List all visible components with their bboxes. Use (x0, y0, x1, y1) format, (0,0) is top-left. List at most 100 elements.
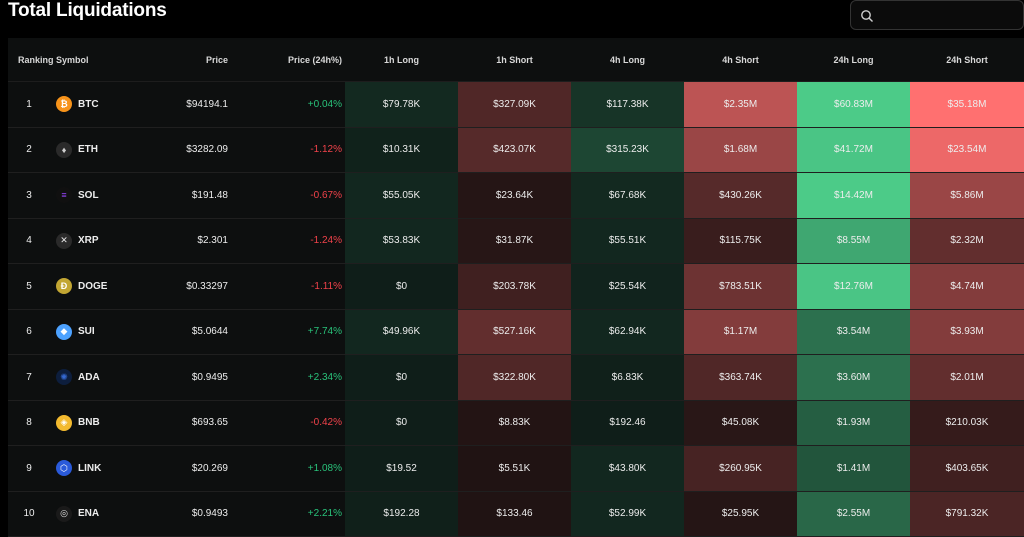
header-4h-long[interactable]: 4h Long (610, 55, 645, 65)
change-cell: -0.42% (310, 417, 342, 429)
h24-long-heat-cell (797, 264, 910, 309)
h4-long-heat-cell (571, 127, 684, 172)
table-row[interactable]: 5 Ð DOGE $0.33297 -1.11% $0 $203.78K $25.54K $78… (8, 264, 1024, 310)
h24-long-cell: $14.42M (834, 189, 873, 201)
h24-short-cell: $210.03K (945, 417, 989, 429)
h24-long-cell: $41.72M (834, 144, 873, 156)
h24-long-heat-cell (797, 309, 910, 354)
rank-cell: 10 (23, 508, 35, 520)
table-row[interactable]: 7 ✺ ADA $0.9495 +2.34% $0 $322.80K $6.83K $363.7… (8, 355, 1024, 401)
h4-short-heat-cell (684, 218, 797, 263)
h24-short-cell: $403.65K (945, 462, 989, 474)
h24-long-cell: $3.60M (836, 371, 871, 383)
h24-short-cell: $4.74M (950, 280, 984, 292)
ada-icon: ✺ (56, 369, 72, 386)
header-1h-long[interactable]: 1h Long (384, 55, 419, 65)
h1-long-cell: $10.31K (382, 144, 421, 156)
h1-short-heat-cell (458, 309, 571, 354)
h24-short-cell: $791.32K (945, 508, 989, 520)
h1-short-heat-cell (458, 264, 571, 309)
change-cell: +2.34% (307, 371, 342, 383)
header-change[interactable]: Price (24h%) (287, 55, 342, 65)
sol-icon: ≡ (56, 187, 72, 204)
h1-long-heat-cell (345, 82, 458, 127)
h1-short-cell: $5.51K (498, 462, 531, 474)
h24-short-cell: $23.54M (947, 144, 987, 156)
symbol-label: XRP (78, 235, 99, 247)
h4-short-cell: $783.51K (719, 280, 762, 292)
h4-long-cell: $6.83K (611, 371, 644, 383)
rank-cell: 9 (26, 462, 32, 474)
symbol-cell[interactable]: ₿ BTC (56, 82, 99, 127)
h4-short-heat-cell (684, 127, 797, 172)
h4-long-cell: $67.68K (608, 189, 647, 201)
h1-short-heat-cell (458, 218, 571, 263)
h4-short-cell: $363.74K (719, 371, 762, 383)
h4-long-heat-cell (571, 491, 684, 536)
symbol-cell[interactable]: ✕ XRP (56, 219, 99, 264)
h1-short-cell: $23.64K (495, 189, 534, 201)
h4-short-heat-cell (684, 355, 797, 400)
h1-long-heat-cell (345, 491, 458, 536)
search-input[interactable] (850, 0, 1024, 30)
h24-short-cell: $5.86M (950, 189, 984, 201)
symbol-cell[interactable]: ≡ SOL (56, 173, 99, 218)
bnb-icon: ◈ (56, 414, 72, 431)
h4-long-heat-cell (571, 218, 684, 263)
price-cell: $20.269 (191, 462, 228, 474)
table-row[interactable]: 10 ◎ ENA $0.9493 +2.21% $192.28 $133.46 $52.99K… (8, 491, 1024, 537)
h4-short-cell: $45.08K (721, 417, 760, 429)
header-symbol[interactable]: Symbol (56, 55, 89, 65)
h1-long-cell: $0 (395, 417, 408, 429)
change-cell: -1.24% (310, 235, 342, 247)
h24-short-heat-cell (910, 173, 1024, 218)
h24-short-cell: $3.93M (950, 326, 984, 338)
h1-long-heat-cell (345, 173, 458, 218)
h24-long-heat-cell (797, 82, 910, 127)
header-price[interactable]: Price (205, 55, 228, 65)
rank-cell: 1 (26, 98, 32, 110)
table-row[interactable]: 4 ✕ XRP $2.301 -1.24% $53.83K $31.87K $55.51K $1… (8, 218, 1024, 264)
symbol-cell[interactable]: ♦ ETH (56, 128, 98, 173)
h4-short-heat-cell (684, 446, 797, 491)
table-row[interactable]: 8 ◈ BNB $693.65 -0.42% $0 $8.83K $192.46 $45.08K… (8, 400, 1024, 446)
symbol-cell[interactable]: ⬡ LINK (56, 446, 101, 491)
h1-short-heat-cell (458, 82, 571, 127)
header-24h-long[interactable]: 24h Long (833, 55, 874, 65)
xrp-icon: ✕ (56, 232, 72, 249)
price-cell: $0.33297 (186, 280, 228, 292)
h4-short-cell: $1.17M (723, 326, 758, 338)
header-1h-short[interactable]: 1h Short (496, 55, 533, 65)
header-ranking[interactable]: Ranking (18, 55, 54, 65)
change-cell: -0.67% (310, 189, 342, 201)
h24-short-cell: $35.18M (947, 98, 987, 110)
h24-short-heat-cell (910, 218, 1024, 263)
table-row[interactable]: 3 ≡ SOL $191.48 -0.67% $55.05K $23.64K $67.68K $… (8, 173, 1024, 219)
symbol-label: SOL (78, 189, 99, 201)
table-row[interactable]: 6 ◆ SUI $5.0644 +7.74% $49.96K $527.16K $62.94K… (8, 309, 1024, 355)
change-cell: +2.21% (307, 508, 342, 520)
symbol-cell[interactable]: Ð DOGE (56, 264, 107, 309)
h1-short-cell: $8.83K (498, 417, 531, 429)
table-row[interactable]: 1 ₿ BTC $94194.1 +0.04% $79.78K $327.09K $117.3… (8, 82, 1024, 128)
h4-long-heat-cell (571, 264, 684, 309)
table-row[interactable]: 9 ⬡ LINK $20.269 +1.08% $19.52 $5.51K $43.80K $2… (8, 446, 1024, 492)
h24-long-cell: $1.93M (836, 417, 871, 429)
table-row[interactable]: 2 ♦ ETH $3282.09 -1.12% $10.31K $423.07K $315.2… (8, 127, 1024, 173)
change-cell: +7.74% (307, 326, 342, 338)
h24-long-heat-cell (797, 446, 910, 491)
h1-long-heat-cell (345, 309, 458, 354)
symbol-cell[interactable]: ◈ BNB (56, 401, 100, 446)
header-4h-short[interactable]: 4h Short (722, 55, 759, 65)
h1-long-heat-cell (345, 446, 458, 491)
h24-long-cell: $8.55M (836, 235, 871, 247)
h1-long-heat-cell (345, 400, 458, 445)
symbol-cell[interactable]: ◎ ENA (56, 492, 99, 537)
symbol-cell[interactable]: ✺ ADA (56, 355, 100, 400)
h1-short-cell: $527.16K (493, 326, 536, 338)
h4-long-heat-cell (571, 446, 684, 491)
symbol-cell[interactable]: ◆ SUI (56, 310, 95, 355)
h24-short-heat-cell (910, 127, 1024, 172)
header-24h-short[interactable]: 24h Short (946, 55, 988, 65)
h1-long-cell: $192.28 (383, 508, 420, 520)
